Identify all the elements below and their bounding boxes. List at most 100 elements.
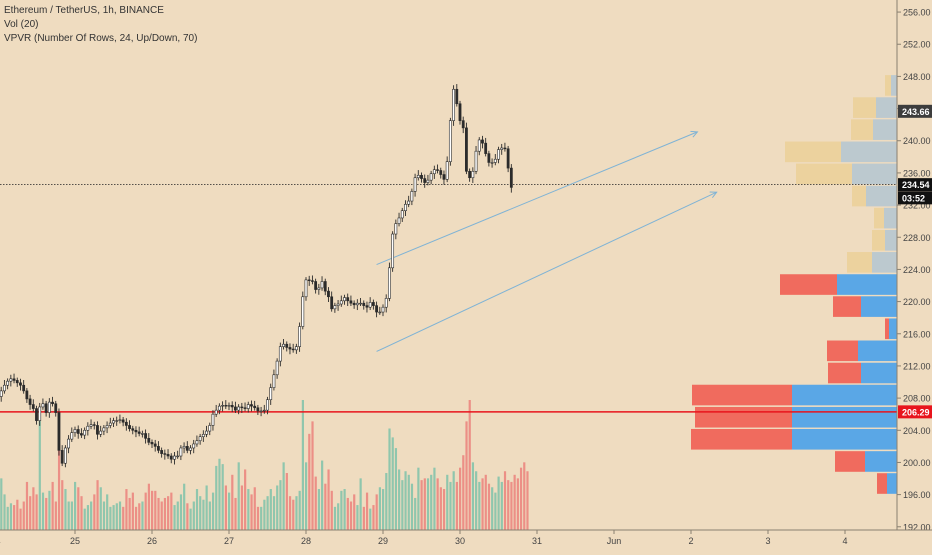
price-tag-bg bbox=[898, 191, 932, 205]
candle-body bbox=[506, 148, 510, 169]
volume-bar bbox=[308, 433, 311, 530]
candle-body bbox=[86, 425, 90, 431]
volume-bar bbox=[80, 496, 83, 530]
volume-bar bbox=[3, 494, 6, 530]
candle-body bbox=[400, 210, 404, 219]
candle-body bbox=[349, 300, 353, 304]
volume-profile-down-bar bbox=[847, 252, 872, 273]
volume-bar bbox=[112, 505, 115, 530]
candle-body bbox=[272, 374, 276, 388]
candle-body bbox=[47, 401, 51, 413]
volume-profile-up-bar bbox=[792, 384, 897, 406]
volume-bar bbox=[253, 487, 256, 530]
volume-profile-down-bar bbox=[872, 230, 885, 251]
volume-bar bbox=[41, 492, 45, 530]
candle-body bbox=[214, 409, 218, 415]
volume-bar bbox=[442, 489, 446, 530]
candle-body bbox=[317, 287, 321, 290]
candle-body bbox=[38, 406, 42, 421]
candle-body bbox=[189, 447, 192, 451]
time-tick-label: 28 bbox=[301, 536, 311, 546]
candle-body bbox=[121, 419, 125, 423]
volume-bar bbox=[183, 483, 186, 530]
volume-bar bbox=[45, 497, 48, 530]
volume-bar bbox=[9, 503, 13, 530]
candle-body bbox=[9, 378, 13, 382]
candle-body bbox=[160, 450, 164, 454]
candle-body bbox=[182, 446, 186, 449]
volume-bar bbox=[333, 506, 337, 530]
candle-body bbox=[381, 306, 385, 313]
volume-profile-up-bar bbox=[858, 340, 897, 362]
volume-bar bbox=[394, 448, 398, 530]
candle-body bbox=[490, 162, 494, 164]
volume-bar bbox=[125, 489, 128, 530]
candle-body bbox=[368, 302, 372, 308]
price-tag-label: 206.29 bbox=[902, 407, 930, 417]
volume-bar bbox=[430, 474, 433, 530]
candle-body bbox=[509, 167, 513, 188]
volume-bar bbox=[109, 506, 112, 530]
candle-body bbox=[134, 429, 138, 433]
volume-bar bbox=[96, 480, 99, 530]
vpvr-indicator-label[interactable]: VPVR (Number Of Rows, 24, Up/Down, 70) bbox=[4, 33, 198, 44]
volume-bar bbox=[25, 481, 29, 530]
volume-profile-up-bar bbox=[837, 274, 897, 295]
volume-bar bbox=[391, 437, 394, 530]
volume-profile-up-bar bbox=[876, 97, 897, 118]
symbol-title[interactable]: Ethereum / TetherUS, 1h, BINANCE bbox=[4, 5, 164, 16]
volume-profile-down-bar bbox=[852, 185, 866, 207]
volume-bar bbox=[16, 499, 19, 530]
volume-indicator-label[interactable]: Vol (20) bbox=[4, 19, 39, 30]
candle-body bbox=[362, 302, 366, 306]
volume-bar bbox=[446, 474, 449, 530]
channel-line bbox=[376, 191, 717, 352]
volume-bar bbox=[343, 489, 346, 530]
candle-body bbox=[285, 343, 289, 348]
volume-profile-up-bar bbox=[873, 119, 897, 140]
volume-bar bbox=[131, 492, 134, 530]
volume-bar bbox=[407, 474, 410, 530]
candle-body bbox=[173, 455, 176, 460]
volume-bar bbox=[205, 485, 208, 530]
volume-bar bbox=[244, 469, 247, 530]
volume-profile-up-bar bbox=[891, 75, 897, 96]
candle-body bbox=[307, 279, 311, 281]
volume-bar bbox=[513, 474, 516, 530]
volume-bar bbox=[240, 485, 244, 530]
candle-body bbox=[275, 360, 279, 376]
volume-bar bbox=[340, 490, 343, 530]
volume-bar bbox=[465, 421, 468, 530]
candle-body bbox=[76, 429, 80, 434]
volume-bars bbox=[0, 400, 529, 530]
volume-bar bbox=[436, 478, 439, 530]
volume-bar bbox=[327, 469, 330, 530]
candle-body bbox=[205, 430, 208, 435]
candle-body bbox=[343, 297, 346, 302]
candle-body bbox=[481, 139, 484, 144]
candle-body bbox=[455, 88, 459, 105]
candle-body bbox=[339, 300, 343, 305]
volume-bar bbox=[22, 501, 25, 530]
candle-body bbox=[346, 297, 350, 302]
volume-bar bbox=[507, 480, 510, 530]
volume-bar bbox=[147, 483, 150, 530]
candle-body bbox=[246, 404, 250, 409]
candle-body bbox=[83, 429, 87, 436]
volume-profile-down-bar bbox=[691, 428, 792, 450]
candle-body bbox=[115, 420, 119, 422]
candle-body bbox=[70, 432, 74, 440]
volume-profile-down-bar bbox=[828, 362, 861, 384]
volume-bar bbox=[516, 478, 519, 530]
candle-body bbox=[201, 433, 205, 438]
candle-body bbox=[195, 440, 199, 445]
price-tick-label: 224.00 bbox=[903, 265, 931, 275]
candle-body bbox=[147, 438, 151, 443]
volume-profile-up-bar bbox=[884, 207, 897, 229]
volume-bar bbox=[186, 503, 189, 530]
volume-bar bbox=[378, 487, 381, 530]
volume-bar bbox=[74, 481, 77, 530]
time-tick-label: 3 bbox=[765, 536, 770, 546]
candle-body bbox=[80, 433, 83, 436]
